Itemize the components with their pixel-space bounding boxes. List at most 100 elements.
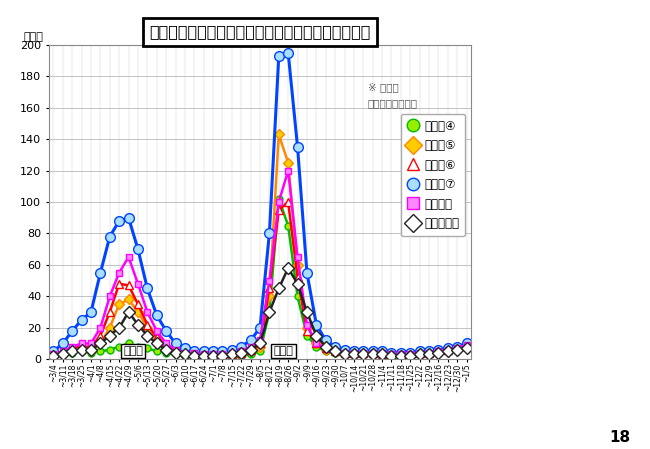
和歌山県㊳: [228, 352, 236, 357]
兵庫県㉑: [434, 348, 442, 354]
兵庫県㉑: [78, 341, 86, 346]
大阪府⑦: [228, 347, 236, 352]
兵庫県㉑: [425, 350, 433, 356]
大阪府⑦: [96, 270, 104, 275]
滋賀県④: [200, 353, 207, 359]
大阪府⑦: [378, 348, 386, 354]
兵庫県㉑: [59, 348, 67, 354]
和歌山県㊳: [59, 352, 67, 357]
兵庫県㉑: [397, 352, 405, 357]
兵庫県㉑: [416, 350, 424, 356]
兵庫県㉑: [359, 350, 367, 356]
滋賀県④: [172, 352, 179, 357]
京都府⑤: [181, 352, 188, 357]
大阪府⑦: [237, 344, 245, 349]
和歌山県㊳: [181, 352, 188, 357]
大阪府⑦: [162, 328, 170, 334]
兵庫県㉑: [444, 347, 452, 352]
和歌山県㊳: [162, 347, 170, 352]
京都府⑤: [237, 352, 245, 357]
京都府⑤: [453, 346, 461, 351]
奈良県⑥: [218, 352, 226, 357]
和歌山県㊳: [313, 333, 320, 339]
兵庫県㉑: [228, 350, 236, 356]
兵庫県㉑: [294, 254, 302, 260]
滋賀県④: [49, 353, 57, 359]
和歌山県㊳: [68, 348, 76, 354]
和歌山県㊳: [265, 309, 273, 315]
滋賀県④: [209, 353, 217, 359]
大阪府⑦: [265, 231, 273, 236]
兵庫県㉑: [387, 352, 395, 357]
京都府⑤: [247, 348, 255, 354]
大阪府⑦: [444, 346, 452, 351]
Text: ：最新の全国順位: ：最新の全国順位: [368, 98, 418, 108]
滋賀県④: [162, 350, 170, 356]
京都府⑤: [209, 352, 217, 357]
京都府⑤: [332, 348, 339, 354]
和歌山県㊳: [87, 347, 95, 352]
京都府⑤: [228, 352, 236, 357]
大阪府⑦: [78, 317, 86, 322]
兵庫県㉑: [463, 342, 471, 348]
滋賀県④: [434, 350, 442, 356]
兵庫県㉑: [369, 350, 376, 356]
京都府⑤: [303, 325, 311, 330]
和歌山県㊳: [190, 353, 198, 359]
滋賀県④: [144, 346, 151, 351]
和歌山県㊳: [350, 352, 358, 357]
滋賀県④: [134, 344, 142, 349]
兵庫県㉑: [378, 350, 386, 356]
京都府⑤: [284, 160, 292, 166]
京都府⑤: [341, 350, 348, 356]
大阪府⑦: [49, 348, 57, 354]
滋賀県④: [96, 348, 104, 354]
京都府⑤: [134, 309, 142, 315]
滋賀県④: [350, 352, 358, 357]
和歌山県㊳: [256, 341, 264, 346]
奈良県⑥: [96, 333, 104, 339]
京都府⑤: [359, 350, 367, 356]
兵庫県㉑: [49, 352, 57, 357]
滋賀県④: [247, 352, 255, 357]
大阪府⑦: [59, 341, 67, 346]
和歌山県㊳: [406, 353, 414, 359]
Text: ※ 丸数字: ※ 丸数字: [368, 82, 398, 92]
Line: 滋賀県④: 滋賀県④: [50, 195, 470, 360]
大阪府⑦: [134, 247, 142, 252]
大阪府⑦: [125, 215, 133, 220]
和歌山県㊳: [322, 344, 330, 349]
和歌山県㊳: [237, 350, 245, 356]
奈良県⑥: [115, 281, 123, 286]
滋賀県④: [275, 196, 283, 202]
和歌山県㊳: [275, 286, 283, 291]
兵庫県㉑: [200, 352, 207, 357]
滋賀県④: [294, 294, 302, 299]
和歌山県㊳: [96, 341, 104, 346]
兵庫県㉑: [265, 278, 273, 283]
和歌山県㊳: [209, 353, 217, 359]
兵庫県㉑: [256, 338, 264, 343]
和歌山県㊳: [378, 352, 386, 357]
兵庫県㉑: [237, 348, 245, 354]
兵庫県㉑: [284, 168, 292, 173]
Line: 和歌山県㊳: 和歌山県㊳: [49, 264, 471, 360]
奈良県⑥: [387, 352, 395, 357]
大阪府⑦: [256, 325, 264, 330]
滋賀県④: [425, 352, 433, 357]
Line: 奈良県⑥: 奈良県⑥: [49, 198, 471, 359]
滋賀県④: [341, 352, 348, 357]
大阪府⑦: [313, 322, 320, 327]
和歌山県㊳: [463, 346, 471, 351]
奈良県⑥: [190, 352, 198, 357]
兵庫県㉑: [350, 350, 358, 356]
奈良県⑥: [162, 344, 170, 349]
兵庫県㉑: [87, 341, 95, 346]
滋賀県④: [284, 223, 292, 228]
奈良県⑥: [359, 350, 367, 356]
奈良県⑥: [237, 350, 245, 356]
兵庫県㉑: [153, 328, 161, 334]
和歌山県㊳: [397, 353, 405, 359]
兵庫県㉑: [453, 346, 461, 351]
大阪府⑦: [172, 341, 179, 346]
